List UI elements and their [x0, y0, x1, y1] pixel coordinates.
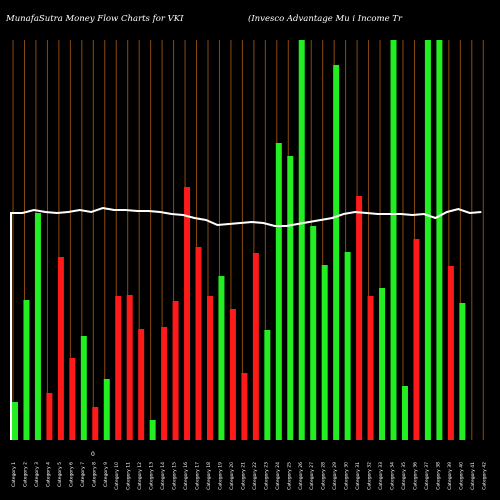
bar-22	[252, 253, 259, 440]
x-tick-label: Category 5	[57, 462, 63, 487]
bar-13	[149, 420, 156, 440]
x-tick-label: Category 23	[263, 462, 269, 490]
x-tick-label: Category 34	[390, 462, 396, 490]
x-tick-label: Category 20	[229, 462, 235, 490]
bar-8	[92, 407, 99, 440]
bar-5	[57, 257, 64, 440]
x-tick-label: Category 2	[22, 462, 28, 487]
bar-32	[367, 296, 374, 440]
x-tick-label: Category 35	[401, 462, 407, 490]
bar-31	[356, 196, 363, 440]
x-tick-label: Category 33	[378, 462, 384, 490]
bar-11	[126, 295, 133, 440]
line-series	[10, 206, 482, 440]
bar-6	[69, 358, 76, 440]
bar-20	[229, 309, 236, 440]
x-tick-label: Category 30	[344, 462, 350, 490]
bar-7	[80, 336, 87, 440]
x-tick-label: Category 16	[183, 462, 189, 490]
bar-30	[344, 252, 351, 440]
x-tick-label: Category 18	[206, 462, 212, 490]
x-tick-label: Category 6	[68, 462, 74, 487]
x-tick-label: Category 8	[91, 462, 97, 487]
x-tick-label: Category 25	[286, 462, 292, 490]
bar-21	[241, 373, 248, 440]
x-tick-label: Category 12	[137, 462, 143, 490]
chart-title-left: MunafaSutra Money Flow Charts for VKI	[5, 14, 184, 24]
bar-33	[379, 288, 386, 440]
zero-label: 0	[91, 451, 95, 458]
x-tick-label: Category 36	[412, 462, 418, 490]
x-tick-labels: Category 1 Category 2 Category 3 Category 4…	[11, 462, 487, 490]
bar-29	[333, 65, 340, 440]
x-tick-label: Category 13	[149, 462, 155, 490]
bar-34	[390, 40, 397, 440]
bar-39	[447, 266, 454, 440]
x-tick-label: Category 29	[332, 462, 338, 490]
bar-18	[206, 296, 213, 440]
x-tick-label: Category 15	[172, 462, 178, 490]
x-tick-label: Category 14	[160, 462, 166, 490]
bar-3	[34, 213, 41, 440]
bar-36	[413, 239, 420, 440]
x-tick-label: Category 39	[447, 462, 453, 490]
bar-1	[12, 402, 18, 440]
x-tick-label: Category 37	[424, 462, 430, 490]
bar-28	[321, 265, 328, 440]
x-tick-label: Category 17	[195, 462, 201, 490]
bar-2	[23, 300, 30, 440]
bar-12	[138, 329, 145, 440]
bar-9	[103, 379, 110, 440]
money-flow-line	[10, 206, 482, 440]
bar-35	[401, 386, 408, 440]
bar-24	[275, 143, 282, 440]
bar-40	[459, 303, 466, 440]
bar-38	[436, 40, 443, 440]
x-tick-label: Category 42	[481, 462, 487, 490]
x-tick-label: Category 7	[80, 462, 86, 487]
bar-14	[161, 327, 168, 440]
bar-27	[310, 226, 317, 440]
x-tick-label: Category 32	[367, 462, 373, 490]
x-tick-label: Category 31	[355, 462, 361, 490]
x-tick-label: Category 38	[435, 462, 441, 490]
x-tick-label: Category 22	[252, 462, 258, 490]
bar-25	[287, 156, 294, 440]
bar-17	[195, 247, 202, 440]
bar-series	[12, 40, 466, 440]
bar-37	[424, 40, 431, 440]
bar-10	[115, 296, 122, 440]
x-tick-label: Category 28	[321, 462, 327, 490]
x-tick-label: Category 1	[11, 462, 17, 487]
bar-15	[172, 301, 179, 440]
x-tick-label: Category 4	[45, 462, 51, 487]
bar-16	[184, 187, 191, 440]
x-tick-label: Category 19	[217, 462, 223, 490]
bar-4	[46, 393, 53, 440]
x-tick-label: Category 26	[298, 462, 304, 490]
bar-26	[298, 40, 305, 440]
chart-title-right: (Invesco Advantage Mu i Income Tr	[248, 13, 403, 24]
x-tick-label: Category 41	[470, 462, 476, 490]
x-tick-label: Category 3	[34, 462, 40, 487]
x-tick-label: Category 21	[240, 462, 246, 490]
x-tick-label: Category 11	[126, 462, 132, 490]
x-tick-label: Category 40	[458, 462, 464, 490]
x-tick-label: Category 24	[275, 462, 281, 490]
x-tick-label: Category 27	[309, 462, 315, 490]
x-tick-label: Category 9	[103, 462, 109, 487]
bar-23	[264, 330, 271, 440]
x-tick-label: Category 10	[114, 462, 120, 490]
bar-19	[218, 276, 225, 440]
